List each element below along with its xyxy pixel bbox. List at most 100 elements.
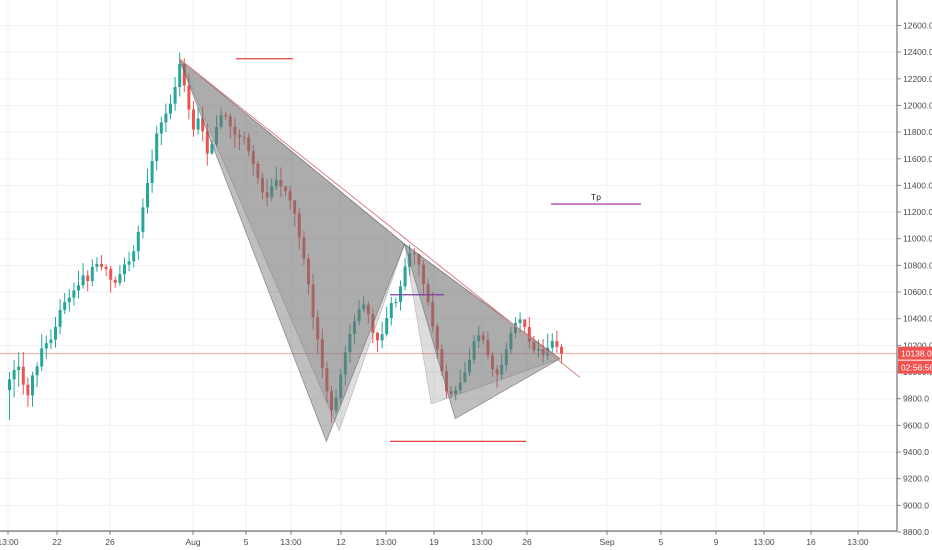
candle-body [274,180,278,187]
candle-body [155,133,159,162]
candle [486,331,490,359]
y-tick-label: 8800.0 [903,527,929,537]
y-tick-label: 9000.0 [903,500,929,510]
candle-body [339,374,343,398]
candle-body [334,397,338,411]
candle [247,132,251,157]
candle [500,354,504,380]
tp-line-label: Tp [591,192,601,202]
candle [169,94,172,120]
candle [302,230,306,266]
candle-body [408,253,412,267]
x-tick-label: 26 [105,537,115,547]
candle [284,186,287,197]
candle [196,107,200,135]
candle-body [435,326,439,350]
candle [481,330,485,345]
candle-body [159,122,163,134]
candle-body [136,231,140,252]
candle [58,299,62,335]
candle-body [385,318,389,335]
candle [90,259,94,287]
x-tick-label: 13:00 [847,537,869,547]
candle-body [440,349,444,372]
candle-body [320,339,324,369]
candle [132,245,136,268]
y-tick-label: 10200.0 [903,340,932,350]
candle-body [537,349,540,351]
candle-body [132,251,136,262]
candle-body [58,309,62,327]
candle-body [426,284,430,303]
candle [440,344,444,376]
candle-body [265,192,269,198]
candle-body [256,163,260,178]
y-tick-label: 10400.0 [903,314,932,324]
candle-body [164,113,168,123]
candle-layer [8,52,563,423]
candle [394,297,398,308]
candle [343,345,347,386]
candle-body [90,266,94,281]
candle [426,279,430,306]
candle-body [72,290,76,298]
candle-body [560,346,563,354]
candle-body [67,297,71,303]
candle-body [357,308,361,322]
candle-body [431,302,435,327]
candle-body [463,372,467,383]
candle [164,103,168,133]
candle-body [481,335,485,340]
candle-body [477,335,481,342]
y-tick-label: 9600.0 [903,420,929,430]
candle [417,254,421,276]
candle-body [518,319,522,323]
y-tick-label: 9800.0 [903,394,929,404]
candle-body [500,364,504,375]
candle [12,360,16,398]
candle-body [389,303,393,319]
candle-body [205,131,209,154]
candle-body [228,116,232,127]
candle-body [316,317,320,340]
candle-body [127,261,131,265]
candle-body [224,114,228,117]
y-tick-label: 11800.0 [903,127,932,137]
candle [311,273,315,330]
candle-body [532,341,536,351]
candle [560,343,563,364]
candle [458,369,462,394]
candle [362,296,366,313]
candle-body [261,177,264,193]
candle [357,300,361,326]
candle-body [366,304,370,315]
candle-body [26,384,30,396]
candle [288,185,292,210]
candle [159,116,163,146]
harmonic-triangle-overlay [178,58,405,432]
candle-body [491,355,494,370]
candle-body [109,268,113,280]
candle [449,386,453,399]
y-tick-label: 12200.0 [903,74,932,84]
countdown-label: 02:56:56 [901,363,932,373]
candle [54,316,57,348]
candle [353,314,356,345]
candle [123,257,126,282]
candle-body [270,186,274,198]
candle-body [449,391,453,395]
drawing-layer: Tp [178,57,641,443]
candle [261,172,264,200]
x-tick-label: 5 [244,537,249,547]
candle-body [44,343,48,349]
y-tick-label: 9400.0 [903,447,929,457]
x-tick-label: Aug [185,537,200,547]
y-tick-label: 12400.0 [903,47,932,57]
candle [385,306,389,337]
candle-body [472,341,476,360]
candle [113,276,117,288]
harmonic-triangle-xab [178,57,406,443]
x-tick-label: 13:00 [375,537,397,547]
